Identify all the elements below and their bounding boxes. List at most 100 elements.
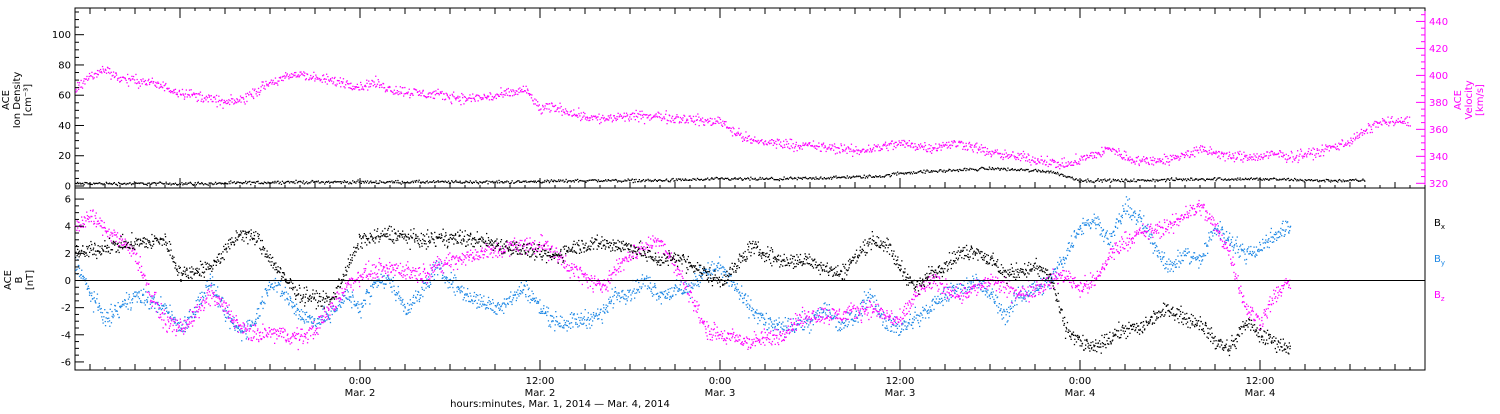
by-point [738,292,740,294]
by-point [843,322,846,324]
by-point [604,312,606,314]
density-point [965,169,967,172]
velocity-point [1199,149,1201,151]
by-point [104,325,107,327]
velocity-point [199,91,202,93]
by-point [704,268,706,270]
density-point [937,171,939,173]
velocity-point [752,139,754,141]
velocity-point [216,106,218,108]
density-point [165,181,167,183]
by-point [568,326,570,328]
density-point [1011,168,1013,170]
by-point [283,291,286,294]
by-point [466,293,468,295]
density-point [418,179,420,181]
velocity-point [371,79,373,82]
by-point [660,292,662,294]
by-point [529,295,531,297]
velocity-point [1121,158,1124,160]
velocity-point [78,88,80,90]
by-point [730,275,732,277]
by-point [926,312,929,315]
by-point [948,300,950,302]
by-point [241,340,243,342]
velocity-point [1406,124,1408,126]
density-point [860,177,862,179]
by-point [466,294,468,296]
velocity-point [1376,121,1378,123]
velocity-point [1334,143,1337,145]
velocity-point [300,73,303,75]
velocity-point [975,146,977,148]
density-point [844,176,846,179]
by-point [829,311,831,313]
density-point [365,182,368,184]
density-point [652,180,654,182]
density-point [166,183,168,185]
velocity-point [221,98,223,101]
density-point [969,167,971,170]
by-point [350,301,352,303]
density-point [1179,178,1181,180]
by-point [396,294,398,296]
density-point [803,177,805,179]
density-point [840,176,842,179]
by-point [333,310,335,312]
velocity-point [240,97,243,99]
density-point [947,169,950,172]
velocity-point [812,140,815,142]
velocity-point [366,82,368,84]
by-point [427,285,429,288]
density-point [737,178,739,180]
by-point [887,329,889,331]
by-point [1001,318,1003,320]
velocity-point [450,101,452,103]
velocity-point [997,153,999,155]
density-point [683,179,685,181]
by-point [199,299,201,301]
by-point [921,314,923,316]
velocity-point [1266,151,1268,153]
velocity-point [341,82,344,84]
density-point [828,177,830,179]
density-point [1174,179,1176,182]
velocity-point [345,81,348,83]
velocity-point [515,93,517,95]
velocity-point [360,84,362,86]
velocity-point [387,86,389,88]
velocity-point [836,152,838,154]
by-point [637,288,640,291]
density-point [858,175,860,177]
by-point [675,279,678,281]
by-point [505,304,507,306]
velocity-point [635,115,637,117]
velocity-point [1207,153,1209,155]
density-point [398,182,400,184]
velocity-point [1409,125,1411,127]
velocity-point [621,117,623,119]
velocity-point [700,119,702,121]
velocity-point [289,74,291,76]
density-point [950,170,953,172]
velocity-point [964,148,966,151]
by-point [722,265,724,268]
density-point [125,183,127,186]
by-point [416,300,418,302]
velocity-point [686,120,688,122]
velocity-point [594,115,597,117]
density-point [1258,178,1260,180]
velocity-point [573,109,575,111]
velocity-point [513,90,515,92]
by-point [135,291,137,293]
velocity-point [195,93,198,95]
by-point [691,286,693,288]
by-point [636,278,639,281]
velocity-point [673,121,675,124]
by-point [941,301,943,303]
density-point [704,179,706,181]
density-point [1249,177,1251,180]
velocity-point [243,98,245,100]
velocity-point [865,150,867,152]
by-point [264,302,266,305]
